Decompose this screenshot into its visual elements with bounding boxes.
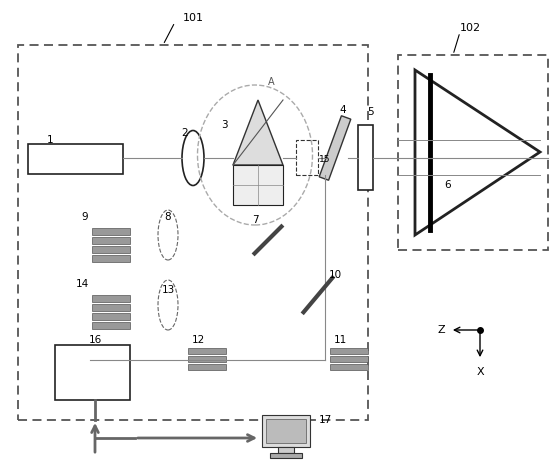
Text: 11: 11	[334, 335, 347, 345]
Bar	[92, 304, 130, 311]
Bar	[278, 447, 294, 453]
Text: 4: 4	[340, 105, 346, 115]
Text: 17: 17	[319, 415, 332, 425]
Text: X: X	[476, 367, 484, 377]
Bar	[330, 348, 368, 354]
Ellipse shape	[182, 130, 204, 185]
Text: 5: 5	[367, 107, 373, 117]
Polygon shape	[233, 100, 283, 165]
Bar	[233, 165, 283, 205]
Text: 101: 101	[182, 13, 203, 23]
Bar	[262, 415, 310, 447]
Bar	[398, 55, 548, 250]
Text: 6: 6	[445, 180, 452, 190]
Bar	[55, 345, 130, 400]
Bar	[330, 356, 368, 362]
Bar	[92, 228, 130, 235]
Bar	[92, 255, 130, 262]
Bar	[92, 246, 130, 253]
Polygon shape	[319, 116, 351, 180]
Bar	[92, 322, 130, 329]
Text: 1: 1	[47, 135, 53, 145]
Bar	[296, 140, 318, 175]
Text: 3: 3	[220, 120, 227, 130]
Bar	[28, 144, 123, 174]
Text: 14: 14	[75, 279, 89, 289]
Text: 15: 15	[319, 155, 331, 165]
Bar	[92, 295, 130, 302]
Bar	[18, 45, 368, 420]
Bar	[358, 125, 373, 190]
Text: 2: 2	[182, 128, 188, 138]
Text: 102: 102	[459, 23, 480, 33]
Text: A: A	[268, 77, 274, 87]
Bar	[92, 313, 130, 320]
Polygon shape	[415, 70, 540, 235]
Bar	[188, 356, 226, 362]
Bar	[266, 419, 306, 443]
Bar	[188, 364, 226, 370]
Text: 7: 7	[252, 215, 258, 225]
Text: 9: 9	[81, 212, 88, 222]
Text: 13: 13	[161, 285, 175, 295]
Text: 16: 16	[89, 335, 101, 345]
Bar	[92, 237, 130, 244]
Text: 8: 8	[165, 212, 171, 222]
Text: 10: 10	[329, 270, 342, 280]
Bar	[270, 453, 302, 458]
Bar	[330, 364, 368, 370]
Bar	[188, 348, 226, 354]
Text: 12: 12	[191, 335, 204, 345]
Text: Z: Z	[437, 325, 445, 335]
